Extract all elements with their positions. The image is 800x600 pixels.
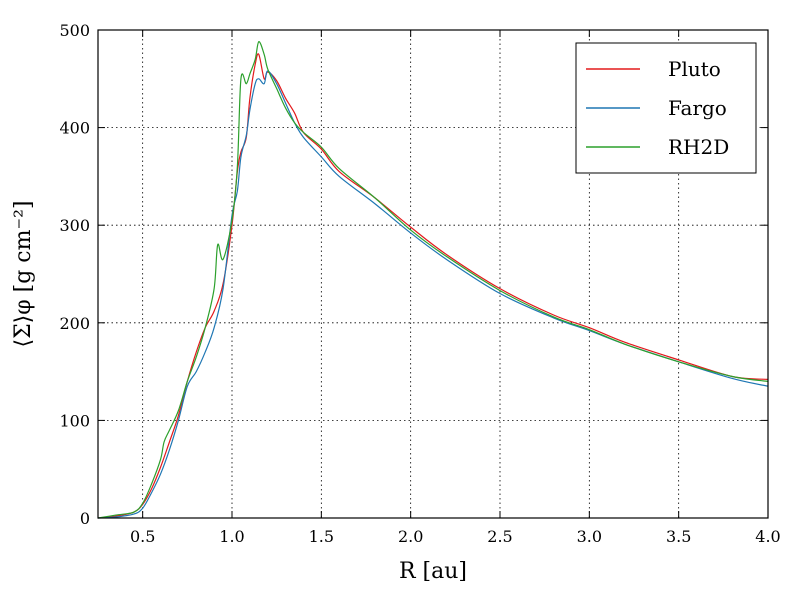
y-tick-label: 100 [59,411,90,430]
legend-label-fargo: Fargo [668,96,727,120]
series-lines [97,41,769,519]
y-tick-label: 300 [59,216,90,235]
ticks: 0.5 1.0 1.5 2.0 2.5 3.0 3.5 4.0 0 100 200 300 400 500 [59,21,780,546]
x-tick-label: 2.5 [487,527,512,546]
x-tick-label: 0.5 [130,527,155,546]
x-tick-label: 1.5 [309,527,334,546]
y-tick-label: 0 [80,509,90,528]
plot-frame [97,29,769,519]
x-tick-label: 3.5 [666,527,691,546]
legend-label-rh2d: RH2D [668,135,729,159]
legend-label-pluto: Pluto [668,57,721,81]
x-axis-label: R [au] [399,559,467,584]
y-tick-label: 200 [59,314,90,333]
x-tick-label: 3.0 [577,527,602,546]
series-line-rh2d [97,41,769,519]
y-tick-label: 400 [59,119,90,138]
y-tick-label: 500 [59,21,90,40]
x-tick-label: 4.0 [755,527,780,546]
series-line-pluto [97,53,769,519]
y-axis-label: ⟨Σ⟩φ [g cm⁻²] [11,201,36,348]
legend: Pluto Fargo RH2D [575,42,757,174]
series-line-fargo [97,70,769,519]
x-tick-label: 1.0 [219,527,244,546]
x-tick-label: 2.0 [398,527,423,546]
